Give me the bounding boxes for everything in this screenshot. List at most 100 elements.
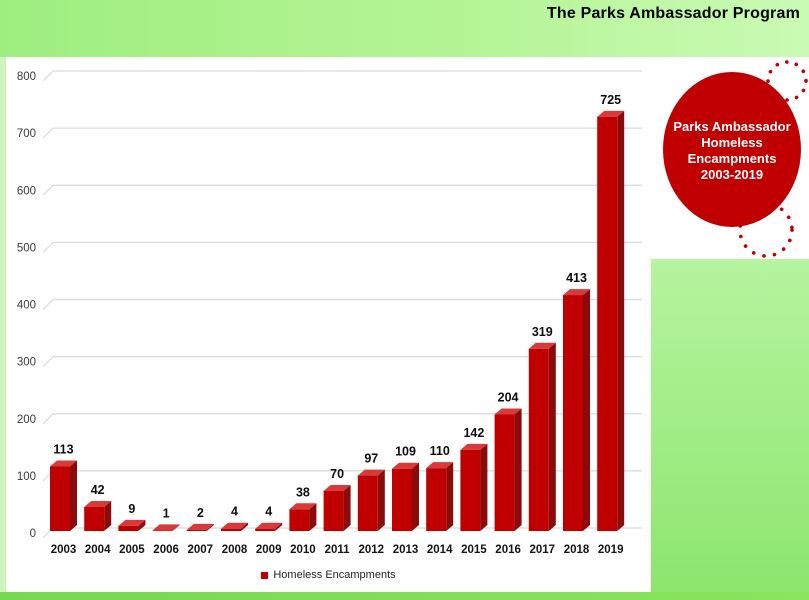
bar-front-face xyxy=(221,528,241,531)
bar-side-face xyxy=(446,462,454,531)
y-tick-300: 300 xyxy=(17,357,36,369)
bottom-green-strip xyxy=(0,592,809,600)
bar-front-face xyxy=(152,530,173,532)
value-label-2006: 1 xyxy=(163,506,170,520)
header-band: The Parks Ambassador Program xyxy=(0,0,809,57)
bar-front-face xyxy=(118,525,139,531)
badge-line-2: Homeless xyxy=(701,134,763,150)
bar-side-face xyxy=(104,501,112,531)
bar-top-face xyxy=(152,524,180,531)
value-label-2019: 725 xyxy=(600,93,621,107)
bar-front-face xyxy=(323,491,344,531)
y-tick-400: 400 xyxy=(17,300,36,312)
bar-top-face xyxy=(494,408,522,415)
x-tick-2018: 2018 xyxy=(564,544,590,556)
x-tick-2005: 2005 xyxy=(119,544,145,556)
bar-top-face xyxy=(460,443,488,450)
bar-2005 xyxy=(118,519,146,531)
bar-front-face xyxy=(426,468,447,531)
x-tick-2012: 2012 xyxy=(359,544,385,556)
bar-2011 xyxy=(323,485,351,531)
bar-top-face xyxy=(392,462,419,469)
bar-front-face xyxy=(84,507,105,531)
bar-side-face xyxy=(138,519,146,531)
y-tick-0: 0 xyxy=(30,528,36,540)
legend-swatch xyxy=(261,571,269,579)
bar-front-face xyxy=(563,295,583,531)
bar-top-face xyxy=(84,501,112,508)
bar-side-face xyxy=(70,460,77,531)
gridline-700 xyxy=(42,127,642,139)
x-tick-2019: 2019 xyxy=(598,544,624,556)
bar-front-face xyxy=(357,475,378,531)
bar-2009 xyxy=(255,522,283,531)
value-label-2011: 70 xyxy=(330,467,344,481)
bar-top-face xyxy=(528,342,556,349)
x-tick-2008: 2008 xyxy=(222,544,248,556)
chart-panel: 0 100 200 300 400 500 600 700 800 113 2003 42 2004 9 2… xyxy=(6,57,651,592)
x-tick-2010: 2010 xyxy=(290,544,316,556)
x-tick-2016: 2016 xyxy=(495,544,521,556)
value-label-2016: 204 xyxy=(498,390,519,404)
value-label-2005: 9 xyxy=(128,502,135,516)
bar-2017 xyxy=(528,342,556,531)
bar-2018 xyxy=(563,289,590,531)
badge-circle: Parks Ambassador Homeless Encampments 20… xyxy=(663,72,801,227)
legend-label: Homeless Encampments xyxy=(273,569,396,581)
bar-top-face xyxy=(597,110,625,117)
value-label-2012: 97 xyxy=(364,452,378,466)
green-panel xyxy=(650,259,809,592)
bar-top-face xyxy=(255,522,283,529)
bar-2004 xyxy=(84,501,112,531)
bar-top-face xyxy=(221,522,248,529)
bar-front-face xyxy=(494,414,515,531)
x-tick-2003: 2003 xyxy=(51,544,77,556)
value-label-2003: 113 xyxy=(53,442,73,456)
gridline-500 xyxy=(42,241,642,253)
x-tick-2007: 2007 xyxy=(188,544,214,556)
chart-legend: Homeless Encampments xyxy=(6,569,651,581)
value-label-2010: 38 xyxy=(296,485,310,499)
bar-side-face xyxy=(583,289,590,531)
value-label-2008: 4 xyxy=(231,505,238,519)
bar-chart: 0100200300400500600700800113200342200492… xyxy=(17,70,642,556)
badge-line-4: 2003-2019 xyxy=(700,166,764,182)
bar-side-face xyxy=(480,443,488,531)
bar-side-face xyxy=(617,110,625,531)
bar-front-face xyxy=(289,509,310,531)
x-tick-2014: 2014 xyxy=(427,544,453,556)
badge-line-3: Encampments xyxy=(687,150,777,166)
bar-top-face xyxy=(563,289,590,296)
bar-top-face xyxy=(426,462,454,469)
bar-top-face xyxy=(50,460,77,467)
bar-side-face xyxy=(309,503,317,531)
x-tick-2015: 2015 xyxy=(461,544,487,556)
bar-side-face xyxy=(275,522,283,531)
bar-2008 xyxy=(221,522,248,531)
y-tick-100: 100 xyxy=(17,471,36,483)
bar-front-face xyxy=(186,529,207,531)
bar-2015 xyxy=(460,443,488,531)
bar-2006 xyxy=(152,524,180,532)
bar-top-face xyxy=(357,469,385,476)
bar-top-face xyxy=(323,485,351,492)
bar-side-face xyxy=(343,485,351,531)
x-tick-2006: 2006 xyxy=(153,544,179,556)
bar-top-face xyxy=(186,523,214,530)
bar-front-face xyxy=(50,466,70,531)
bar-front-face xyxy=(460,449,481,531)
bar-2013 xyxy=(392,462,419,531)
value-label-2009: 4 xyxy=(265,505,272,519)
bar-2012 xyxy=(357,469,385,531)
bar-side-face xyxy=(172,524,180,531)
value-label-2013: 109 xyxy=(395,445,416,459)
left-green-strip xyxy=(0,57,6,592)
badge-text: Parks Ambassador Homeless Encampments 20… xyxy=(673,117,790,183)
y-tick-700: 700 xyxy=(17,128,36,140)
gridline-400 xyxy=(42,298,642,310)
bar-2010 xyxy=(289,503,317,531)
value-label-2014: 110 xyxy=(430,444,450,458)
bar-2014 xyxy=(426,462,454,531)
x-tick-2013: 2013 xyxy=(393,544,419,556)
x-tick-2009: 2009 xyxy=(256,544,282,556)
